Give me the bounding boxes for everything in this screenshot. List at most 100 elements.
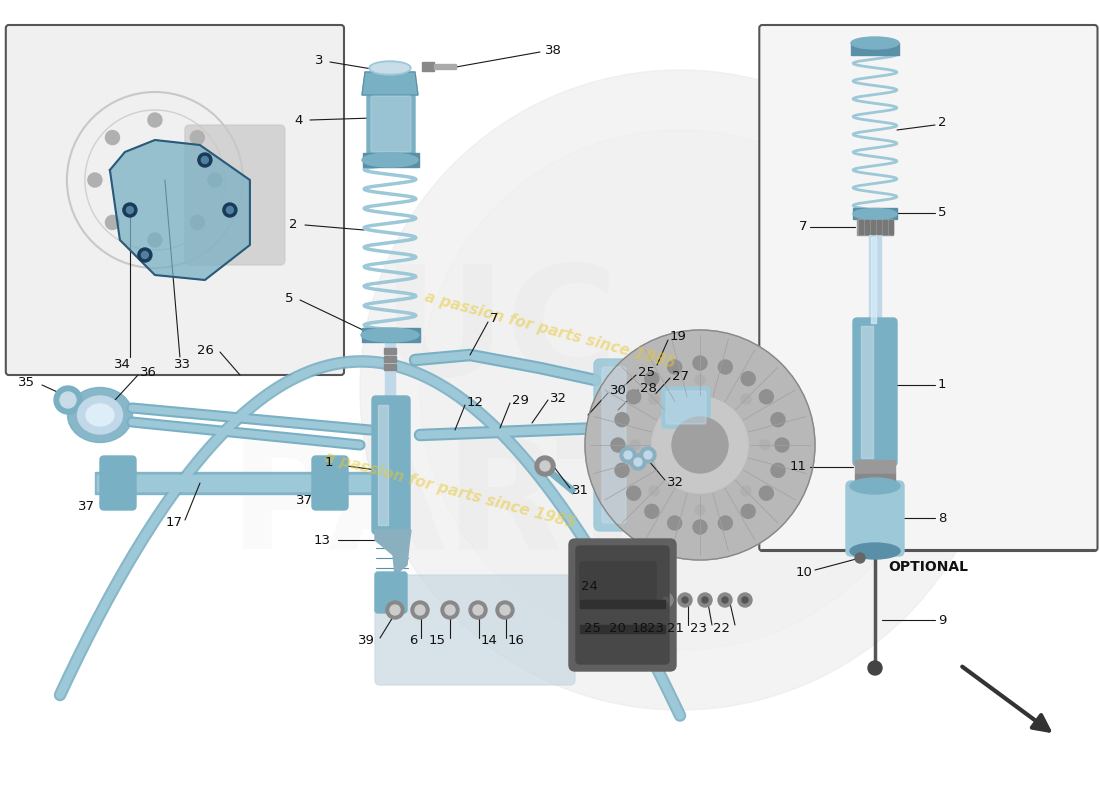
Circle shape xyxy=(610,438,625,452)
Circle shape xyxy=(640,447,656,463)
Polygon shape xyxy=(110,140,250,280)
Circle shape xyxy=(741,394,751,404)
Circle shape xyxy=(620,447,636,463)
Text: 7: 7 xyxy=(799,221,807,234)
Circle shape xyxy=(672,417,728,473)
Circle shape xyxy=(645,504,659,518)
Circle shape xyxy=(147,233,162,247)
Circle shape xyxy=(496,601,514,619)
Circle shape xyxy=(190,215,205,230)
FancyBboxPatch shape xyxy=(846,481,904,556)
Circle shape xyxy=(868,661,882,675)
Text: 38: 38 xyxy=(544,43,562,57)
Bar xyxy=(580,625,666,633)
Circle shape xyxy=(855,553,865,563)
Circle shape xyxy=(738,593,752,607)
Circle shape xyxy=(473,605,483,615)
Text: 36: 36 xyxy=(140,366,157,379)
Bar xyxy=(855,460,895,474)
Circle shape xyxy=(190,130,205,145)
Circle shape xyxy=(360,70,1000,710)
FancyBboxPatch shape xyxy=(367,92,415,156)
Ellipse shape xyxy=(852,209,896,219)
FancyBboxPatch shape xyxy=(576,546,669,664)
Text: 2: 2 xyxy=(289,218,298,231)
Circle shape xyxy=(446,605,455,615)
Circle shape xyxy=(223,203,236,217)
Bar xyxy=(859,220,864,234)
Circle shape xyxy=(634,458,642,466)
Circle shape xyxy=(718,516,733,530)
Circle shape xyxy=(741,372,756,386)
Bar xyxy=(883,220,887,234)
Circle shape xyxy=(668,360,682,374)
FancyBboxPatch shape xyxy=(100,456,136,510)
Text: 13: 13 xyxy=(314,534,331,546)
Polygon shape xyxy=(362,72,418,95)
Circle shape xyxy=(645,372,659,386)
Circle shape xyxy=(668,516,682,530)
Text: 37: 37 xyxy=(296,494,314,507)
Circle shape xyxy=(627,390,640,404)
Text: 29: 29 xyxy=(512,394,529,407)
Text: 2: 2 xyxy=(938,117,946,130)
Circle shape xyxy=(227,206,233,214)
Text: 3: 3 xyxy=(315,54,323,66)
Circle shape xyxy=(585,330,815,560)
Text: 21: 21 xyxy=(667,622,684,634)
Text: 5: 5 xyxy=(938,206,946,219)
Circle shape xyxy=(411,601,429,619)
Circle shape xyxy=(208,173,222,187)
Circle shape xyxy=(695,375,705,385)
Ellipse shape xyxy=(67,387,132,442)
FancyBboxPatch shape xyxy=(594,359,676,531)
Circle shape xyxy=(106,215,120,230)
Text: 25: 25 xyxy=(584,622,601,634)
Text: 10: 10 xyxy=(795,566,812,578)
Circle shape xyxy=(771,463,785,478)
Circle shape xyxy=(630,454,646,470)
Circle shape xyxy=(649,486,659,496)
Circle shape xyxy=(722,597,728,603)
Circle shape xyxy=(147,113,162,127)
Bar xyxy=(851,43,899,55)
Circle shape xyxy=(649,394,659,404)
Text: 1: 1 xyxy=(938,378,946,391)
Circle shape xyxy=(759,486,773,500)
Text: 26: 26 xyxy=(197,343,215,357)
FancyBboxPatch shape xyxy=(569,539,676,671)
Bar xyxy=(865,220,869,234)
Circle shape xyxy=(198,153,212,167)
Ellipse shape xyxy=(371,63,409,73)
Bar xyxy=(877,220,881,234)
FancyBboxPatch shape xyxy=(372,396,410,534)
Bar xyxy=(362,328,420,342)
Circle shape xyxy=(123,203,136,217)
FancyBboxPatch shape xyxy=(375,572,407,613)
Ellipse shape xyxy=(362,153,418,167)
Circle shape xyxy=(201,157,208,163)
Ellipse shape xyxy=(850,478,900,494)
Text: 23: 23 xyxy=(647,622,664,634)
Text: 11: 11 xyxy=(790,461,807,474)
Text: 14: 14 xyxy=(481,634,498,647)
Bar xyxy=(871,220,874,234)
FancyBboxPatch shape xyxy=(852,318,896,466)
Text: 23: 23 xyxy=(690,622,707,634)
Bar xyxy=(857,219,893,235)
Text: 31: 31 xyxy=(572,483,588,497)
FancyBboxPatch shape xyxy=(371,96,411,152)
Text: 25: 25 xyxy=(638,366,654,379)
Circle shape xyxy=(594,597,600,603)
Circle shape xyxy=(420,130,940,650)
Bar xyxy=(580,600,666,608)
Circle shape xyxy=(386,601,404,619)
FancyBboxPatch shape xyxy=(185,125,285,265)
Circle shape xyxy=(742,597,748,603)
Circle shape xyxy=(415,605,425,615)
Text: 4: 4 xyxy=(295,114,302,126)
Text: a passion for parts since 1985: a passion for parts since 1985 xyxy=(422,290,678,370)
Circle shape xyxy=(695,505,705,515)
Circle shape xyxy=(627,486,640,500)
FancyBboxPatch shape xyxy=(666,391,706,424)
